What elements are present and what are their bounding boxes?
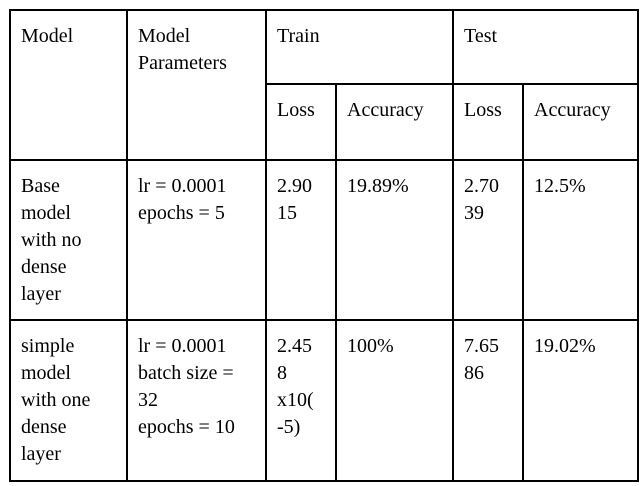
cell-model: simple model with one dense layer [9,319,128,482]
header-train: Train [265,9,454,85]
header-train-loss: Loss [265,83,337,161]
header-train-accuracy: Accuracy [335,83,454,161]
header-test-loss: Loss [452,83,524,161]
cell-test-loss: 7.65 86 [452,319,524,482]
table-row: simple model with one dense layer lr = 0… [9,319,639,482]
header-model-parameters: Model Parameters [126,9,267,161]
header-test-accuracy: Accuracy [522,83,639,161]
cell-train-accuracy: 19.89% [335,159,454,321]
cell-test-accuracy: 12.5% [522,159,639,321]
cell-model: Base model with no dense layer [9,159,128,321]
cell-params: lr = 0.0001 batch size = 32 epochs = 10 [126,319,267,482]
header-model: Model [9,9,128,161]
header-row-groups: Model Model Parameters Train Test [9,9,639,161]
cell-test-loss: 2.70 39 [452,159,524,321]
results-table: Model Model Parameters Train Test Loss A… [9,9,639,482]
cell-params: lr = 0.0001 epochs = 5 [126,159,267,321]
header-row-metrics: Loss Accuracy Loss Accuracy [10,83,639,161]
table-row: Base model with no dense layer lr = 0.00… [9,159,639,321]
header-test: Test [452,9,639,85]
cell-train-loss: 2.45 8 x10( -5) [265,319,337,482]
cell-train-accuracy: 100% [335,319,454,482]
cell-test-accuracy: 19.02% [522,319,639,482]
cell-train-loss: 2.90 15 [265,159,337,321]
